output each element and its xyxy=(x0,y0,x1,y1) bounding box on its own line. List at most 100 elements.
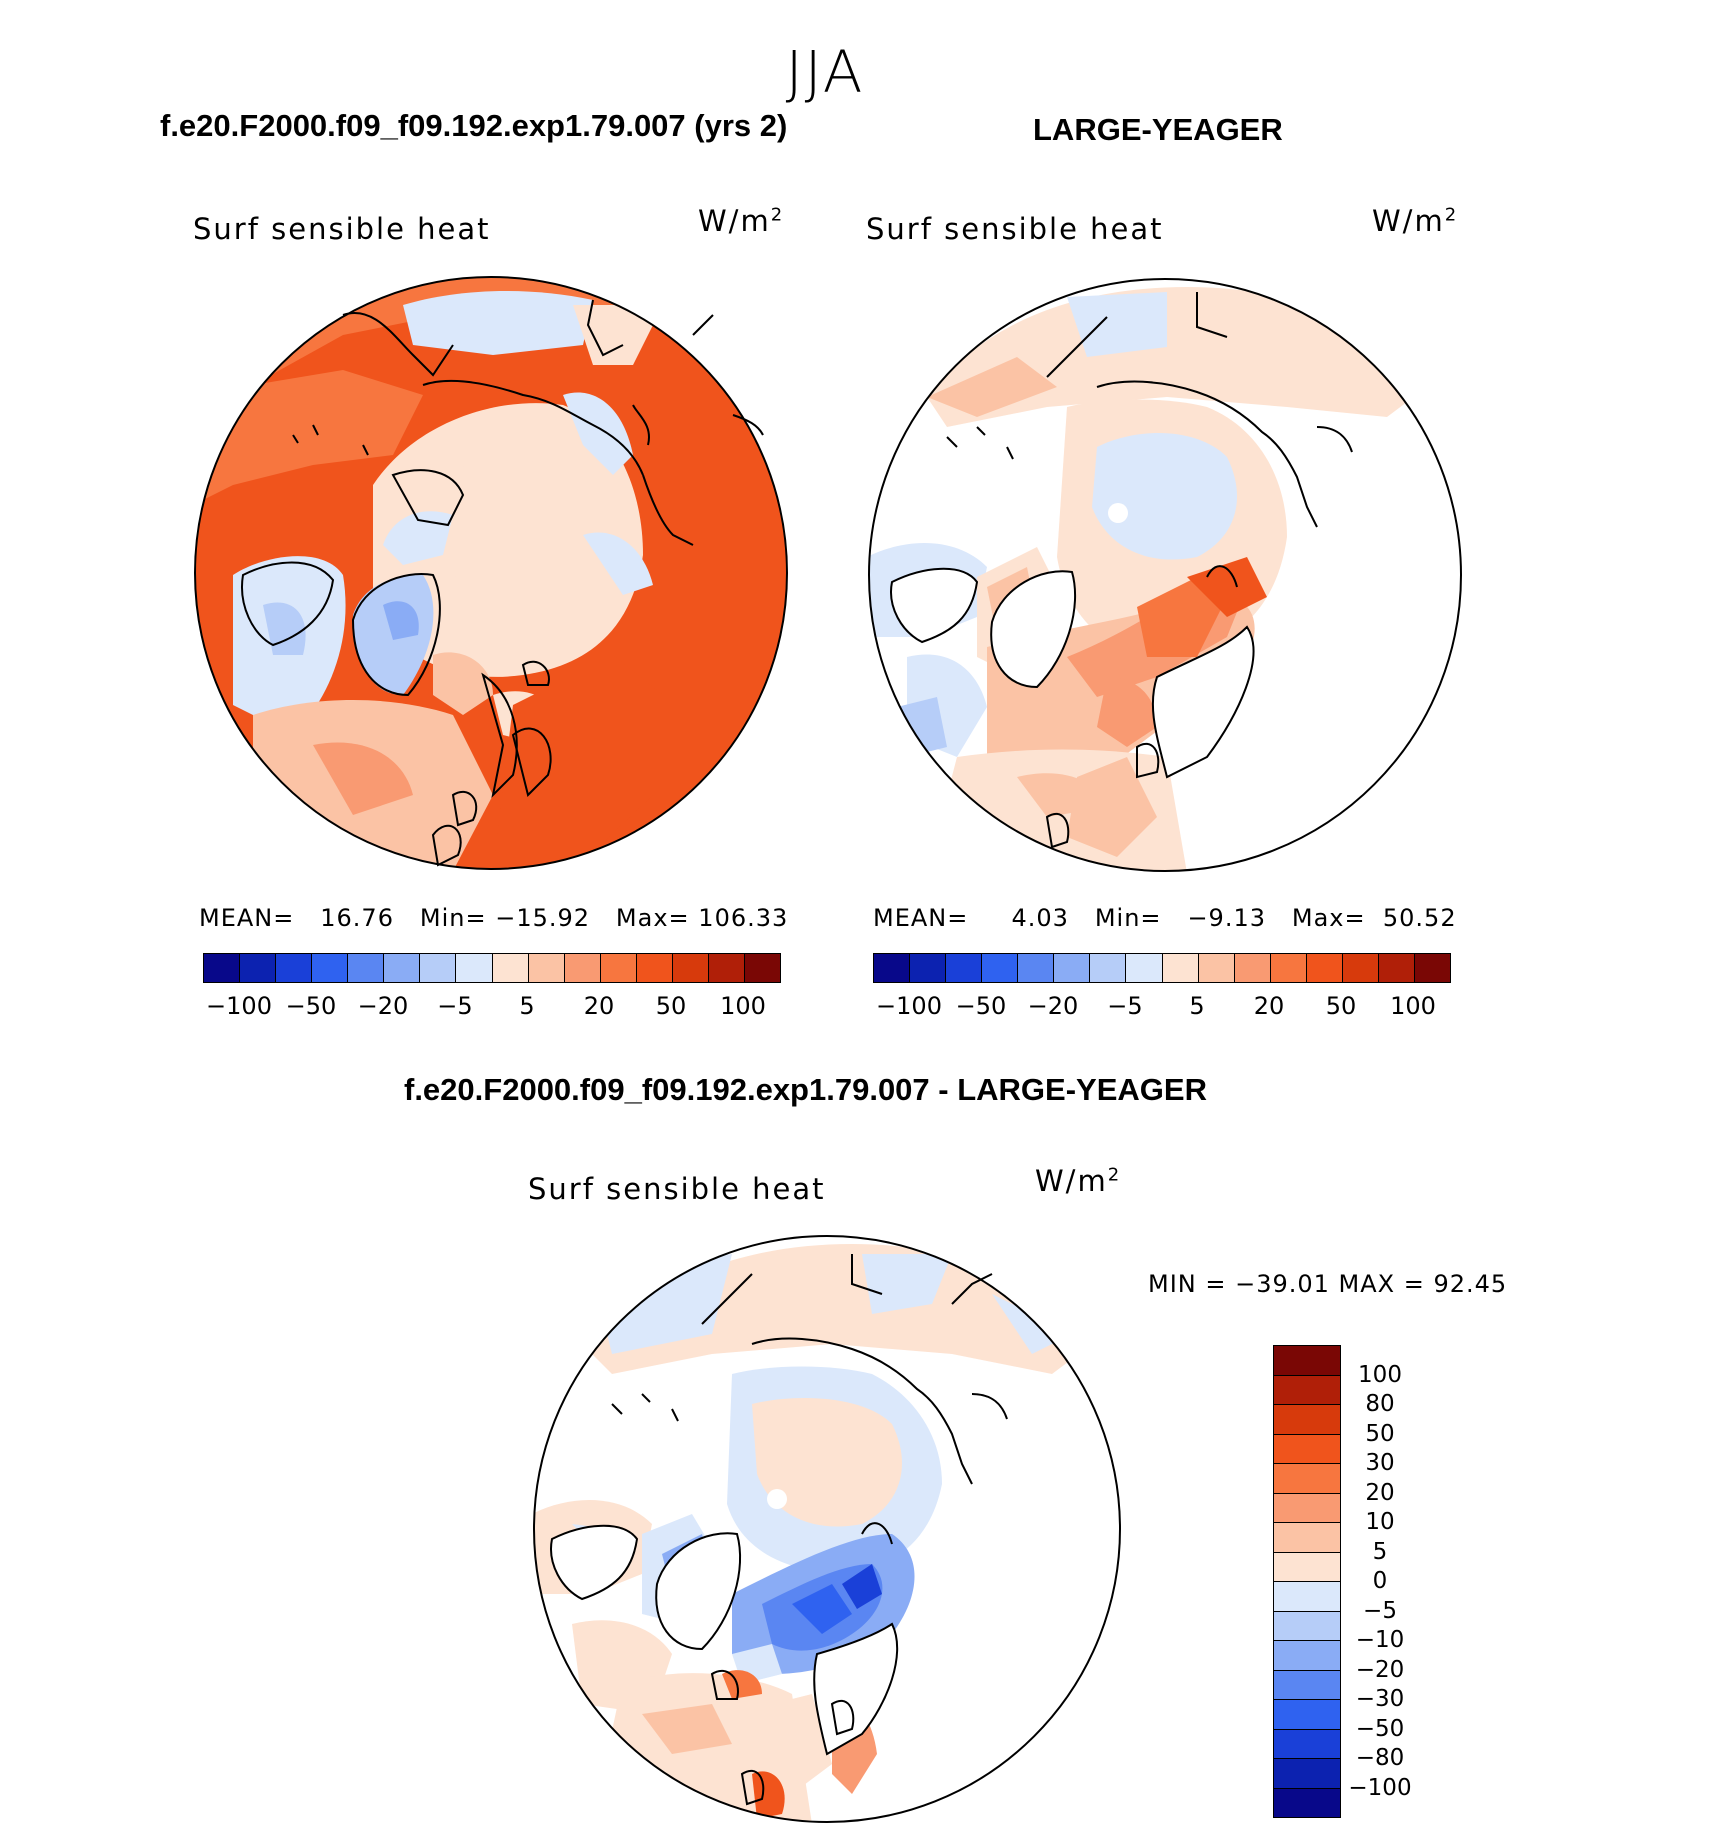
colorbar-swatch xyxy=(1126,954,1163,982)
colorbar-tick-label: 100 xyxy=(1390,992,1436,1020)
colorbar-tick-label: 20 xyxy=(1253,992,1285,1020)
colorbar-tick-label: −80 xyxy=(1355,1745,1405,1771)
colorbar-tick-label: −20 xyxy=(357,992,409,1020)
colorbar-swatch xyxy=(1274,1552,1340,1582)
diff-colorbar xyxy=(1273,1345,1341,1818)
colorbar-tick-label: 0 xyxy=(1372,1568,1388,1594)
colorbar-swatch xyxy=(910,954,947,982)
diff-colorbar-labels: 100 80 50 30 20 10 5 0 −5 −10 −20 −30 −50 −80 −100 xyxy=(1345,1345,1415,1805)
colorbar-tick-label: −5 xyxy=(1107,992,1143,1020)
colorbar-swatch xyxy=(1162,954,1199,982)
colorbar-swatch xyxy=(1274,1611,1340,1641)
panel2-colorbar-labels: −100 −50 −20 −5 5 20 50 100 xyxy=(873,992,1449,1022)
colorbar-swatch xyxy=(1274,1523,1340,1553)
colorbar-tick-label: 50 xyxy=(655,992,687,1020)
colorbar-tick-label: −100 xyxy=(1348,1774,1412,1801)
colorbar-swatch xyxy=(492,954,529,982)
colorbar-swatch xyxy=(1378,954,1415,982)
colorbar-tick-label: 10 xyxy=(1365,1509,1395,1535)
panel1-stats: MEAN= 16.76 Min= −15.92 Max= 106.33 xyxy=(199,904,789,932)
colorbar-tick-label: −20 xyxy=(1355,1656,1405,1683)
panel2-variable-label: Surf sensible heat xyxy=(866,212,1164,246)
colorbar-tick-label: −5 xyxy=(1363,1597,1397,1624)
colorbar-swatch xyxy=(1198,954,1235,982)
colorbar-swatch xyxy=(1274,1464,1340,1494)
colorbar-swatch xyxy=(1274,1788,1340,1817)
colorbar-swatch xyxy=(1274,1405,1340,1435)
colorbar-swatch xyxy=(1090,954,1127,982)
colorbar-swatch xyxy=(384,954,421,982)
colorbar-swatch xyxy=(1414,954,1450,982)
colorbar-swatch xyxy=(348,954,385,982)
colorbar-swatch xyxy=(1274,1641,1340,1671)
panel2-polar-map xyxy=(868,278,1462,872)
panel2-colorbar xyxy=(873,953,1451,983)
colorbar-swatch xyxy=(982,954,1019,982)
colorbar-tick-label: −10 xyxy=(1355,1627,1405,1653)
panel2-case-title: LARGE-YEAGER xyxy=(1033,112,1283,147)
colorbar-tick-label: 80 xyxy=(1365,1391,1395,1417)
colorbar-tick-label: −30 xyxy=(1355,1686,1405,1712)
colorbar-swatch xyxy=(672,954,709,982)
panel1-colorbar-labels: −100 −50 −20 −5 5 20 50 100 xyxy=(203,992,779,1022)
diff-stats: MIN = −39.01 MAX = 92.45 xyxy=(1148,1270,1508,1298)
panel1-colorbar xyxy=(203,953,781,983)
colorbar-tick-label: −50 xyxy=(955,992,1007,1020)
colorbar-tick-label: 20 xyxy=(1365,1479,1395,1506)
colorbar-swatch xyxy=(1270,954,1307,982)
colorbar-tick-label: 5 xyxy=(1189,992,1205,1020)
panel2-units-label: W/m2 xyxy=(1372,204,1459,238)
colorbar-swatch xyxy=(636,954,673,982)
colorbar-tick-label: 50 xyxy=(1365,1420,1395,1447)
colorbar-swatch xyxy=(1274,1670,1340,1700)
diff-polar-map xyxy=(533,1235,1121,1823)
colorbar-swatch xyxy=(456,954,493,982)
colorbar-swatch xyxy=(600,954,637,982)
panel2-stats: MEAN= 4.03 Min= −9.13 Max= 50.52 xyxy=(873,904,1457,932)
colorbar-swatch xyxy=(1274,1346,1340,1376)
panel1-polar-map xyxy=(194,276,788,870)
colorbar-swatch xyxy=(1342,954,1379,982)
colorbar-tick-label: 5 xyxy=(1372,1538,1388,1565)
colorbar-swatch xyxy=(1274,1582,1340,1612)
colorbar-swatch xyxy=(204,954,241,982)
colorbar-swatch xyxy=(946,954,983,982)
colorbar-tick-label: −50 xyxy=(285,992,337,1020)
colorbar-tick-label: 100 xyxy=(720,992,766,1020)
colorbar-swatch xyxy=(1274,1700,1340,1730)
season-title: JJA xyxy=(785,38,865,106)
colorbar-swatch xyxy=(874,954,911,982)
panel1-units-label: W/m2 xyxy=(698,204,785,238)
colorbar-swatch xyxy=(240,954,277,982)
colorbar-swatch xyxy=(420,954,457,982)
panel1-variable-label: Surf sensible heat xyxy=(193,212,491,246)
diff-case-title: f.e20.F2000.f09_f09.192.exp1.79.007 - LA… xyxy=(404,1072,1207,1107)
colorbar-tick-label: −100 xyxy=(206,992,272,1020)
colorbar-swatch xyxy=(1274,1375,1340,1405)
colorbar-tick-label: 30 xyxy=(1365,1450,1395,1476)
colorbar-tick-label: 20 xyxy=(583,992,615,1020)
colorbar-swatch xyxy=(1274,1493,1340,1523)
colorbar-swatch xyxy=(744,954,780,982)
colorbar-tick-label: −5 xyxy=(437,992,473,1020)
colorbar-tick-label: −100 xyxy=(876,992,942,1020)
colorbar-swatch xyxy=(1274,1434,1340,1464)
colorbar-tick-label: −50 xyxy=(1355,1715,1405,1742)
colorbar-tick-label: −20 xyxy=(1027,992,1079,1020)
colorbar-swatch xyxy=(708,954,745,982)
colorbar-tick-label: 5 xyxy=(519,992,535,1020)
colorbar-swatch xyxy=(1306,954,1343,982)
colorbar-tick-label: 100 xyxy=(1358,1361,1402,1388)
colorbar-swatch xyxy=(276,954,313,982)
colorbar-swatch xyxy=(1234,954,1271,982)
colorbar-swatch xyxy=(564,954,601,982)
colorbar-swatch xyxy=(1054,954,1091,982)
colorbar-tick-label: 50 xyxy=(1325,992,1357,1020)
colorbar-swatch xyxy=(312,954,349,982)
colorbar-swatch xyxy=(1018,954,1055,982)
colorbar-swatch xyxy=(1274,1759,1340,1789)
colorbar-swatch xyxy=(1274,1729,1340,1759)
diff-units-label: W/m2 xyxy=(1035,1164,1122,1198)
colorbar-swatch xyxy=(528,954,565,982)
diff-variable-label: Surf sensible heat xyxy=(528,1172,826,1206)
